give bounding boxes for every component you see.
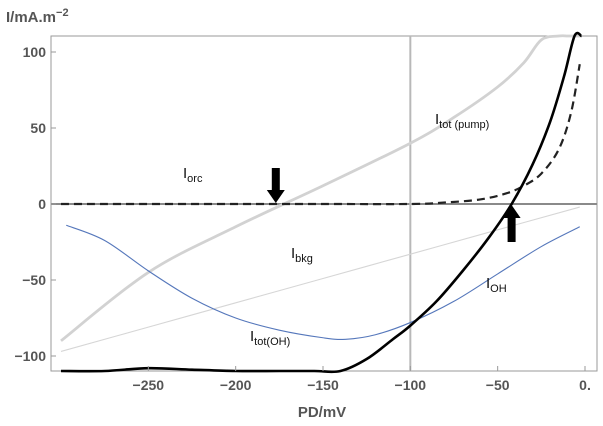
x-tick-label: −250: [133, 377, 165, 393]
series-line-itot-oh: [60, 31, 583, 374]
label-ioh-sub: OH: [490, 283, 507, 295]
y-tick-label: −100: [14, 348, 46, 364]
x-tick-label: 0.: [579, 377, 591, 393]
y-tick-label: 0: [38, 196, 46, 212]
y-axis-title-exponent: −2: [56, 7, 69, 19]
x-tick-label: −200: [220, 377, 252, 393]
arrow-down-1: [266, 168, 285, 203]
label-itot-oh-sub: tot(OH): [254, 336, 290, 348]
x-tick-label: −150: [307, 377, 339, 393]
x-tick-label: −50: [486, 377, 510, 393]
x-axis-title: PD/mV: [298, 404, 346, 421]
series-line-iorc: [61, 63, 581, 206]
label-itot-pump-sub: tot (pump): [439, 119, 489, 131]
y-axis-title-text: I/mA.m: [6, 9, 56, 26]
series-line-ibkg: [60, 206, 580, 352]
label-iorc: Iorc: [183, 165, 203, 185]
label-iorc-sub: orc: [187, 173, 203, 185]
label-itot-oh-main: I: [250, 328, 254, 345]
y-axis-title: I/mA.m−2: [6, 7, 69, 26]
series-line-itot-pump: [60, 34, 582, 342]
y-ticks: 150100500−50−100−150: [14, 44, 56, 426]
y-tick-label: 50: [30, 120, 46, 136]
label-ioh: IOH: [486, 275, 507, 295]
arrow-layer: [266, 168, 521, 242]
label-itot-oh: Itot(OH): [250, 328, 290, 348]
arrow-up-2: [502, 205, 521, 242]
label-ibkg: Ibkg: [291, 245, 313, 265]
series-line-ioh: [66, 224, 581, 341]
series-layer: [60, 31, 583, 374]
label-ioh-main: I: [486, 275, 490, 292]
x-ticks: −250 −200 −150 −100 −50 0.: [133, 366, 591, 393]
label-itot-pump-main: I: [435, 111, 439, 128]
x-tick-label: −100: [395, 377, 427, 393]
label-itot-pump: Itot (pump): [435, 111, 489, 131]
y-tick-label: 100: [23, 44, 47, 60]
label-ibkg-main: I: [291, 245, 295, 262]
label-ibkg-sub: bkg: [295, 253, 313, 265]
y-tick-label: −50: [22, 272, 46, 288]
label-iorc-main: I: [183, 165, 187, 182]
y-tick-label: −150: [14, 424, 46, 426]
